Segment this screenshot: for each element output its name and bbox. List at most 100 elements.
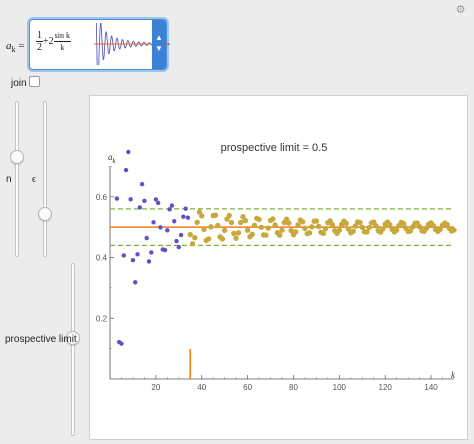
gold-data-point [189, 241, 196, 247]
gold-data-point [199, 213, 205, 219]
blue-data-point [121, 253, 126, 258]
gold-data-point [215, 222, 221, 229]
y-tick-label: 0.6 [96, 193, 108, 202]
gold-data-point [192, 234, 198, 241]
blue-data-point [158, 225, 163, 230]
gold-data-point [407, 228, 414, 234]
gold-data-point [293, 229, 299, 235]
gold-data-point [231, 230, 237, 237]
gold-data-point [272, 222, 278, 228]
limit-slider-track[interactable] [71, 263, 75, 436]
blue-data-point [114, 196, 120, 201]
gear-icon[interactable]: ⚙ [455, 4, 466, 16]
gold-data-point [423, 225, 430, 231]
gold-data-point [221, 227, 228, 234]
epsilon-slider-knob[interactable] [38, 207, 52, 221]
blue-data-point [137, 205, 143, 210]
gold-data-point [249, 231, 255, 238]
gold-data-point [201, 226, 207, 233]
gold-data-point [451, 227, 457, 233]
x-tick-label: 120 [379, 383, 393, 392]
gold-data-point [380, 226, 386, 232]
gold-data-point [387, 221, 393, 228]
gold-data-point [309, 224, 315, 230]
blue-data-point [119, 341, 124, 346]
gold-data-point [279, 227, 285, 233]
gold-data-point [286, 220, 292, 226]
gold-data-point [212, 212, 219, 218]
gold-data-point [357, 219, 363, 226]
gold-data-point [235, 230, 242, 236]
gold-data-point [228, 219, 235, 226]
epsilon-slider-track[interactable] [43, 101, 47, 257]
join-checkbox[interactable] [29, 76, 40, 87]
gold-data-point [315, 223, 322, 230]
gold-data-point [302, 225, 308, 232]
gold-data-point [343, 220, 349, 227]
prospective-limit-label: prospective limit [5, 334, 77, 345]
gold-data-point [288, 227, 294, 234]
gold-data-point [336, 227, 343, 233]
blue-data-point [178, 232, 184, 238]
gold-data-point [258, 224, 265, 231]
gold-data-point [416, 224, 423, 230]
gold-data-point [329, 222, 336, 228]
gold-data-point [251, 222, 258, 229]
sequence-label: ak = [6, 40, 25, 55]
blue-data-point [146, 259, 152, 264]
y-tick-label: 0.4 [96, 254, 108, 263]
gold-data-point [242, 217, 249, 224]
gold-data-point [270, 216, 276, 222]
gold-data-point [233, 235, 239, 241]
blue-data-point [123, 167, 129, 173]
blue-data-point [167, 207, 172, 212]
limit-slider-knob[interactable] [66, 331, 80, 345]
sequence-plot: prospective limit = 0.5 ak k 20 40 60 80 100… [96, 142, 457, 392]
x-tick-label: 40 [197, 383, 206, 392]
n-label: n [6, 174, 12, 185]
blue-data-point [128, 197, 133, 202]
gold-data-point [313, 218, 320, 224]
x-tick-label: 100 [333, 383, 347, 392]
blue-data-point [142, 198, 147, 203]
blue-data-point [126, 149, 131, 155]
gold-data-point [444, 221, 450, 228]
chart-title: prospective limit = 0.5 [221, 142, 328, 154]
plot-panel: prospective limit = 0.5 ak k 20 40 60 80 100… [89, 95, 468, 440]
x-tick-label: 80 [289, 383, 298, 392]
n-slider-knob[interactable] [10, 150, 24, 164]
blue-data-point [169, 203, 175, 208]
blue-data-point [130, 257, 136, 263]
gold-data-point [256, 216, 262, 223]
gold-data-point [430, 222, 437, 229]
blue-data-point [172, 219, 177, 224]
blue-data-point [133, 280, 138, 285]
blue-data-point [181, 214, 186, 219]
blue-data-point [185, 215, 191, 220]
blue-data-point [155, 200, 161, 206]
select-arrow-icon: ▲ ▼ [152, 20, 166, 69]
gold-data-point [366, 224, 372, 231]
gold-data-point [219, 236, 226, 242]
gold-data-point [359, 224, 365, 231]
gold-data-point [400, 221, 407, 227]
n-slider-track[interactable] [15, 101, 19, 257]
gold-data-point [437, 226, 443, 232]
gold-data-point [194, 219, 200, 226]
gold-data-point [277, 232, 283, 238]
x-axis-label: k [451, 370, 456, 380]
gold-data-point [320, 230, 326, 237]
blue-data-point [135, 252, 140, 257]
gold-data-point [265, 225, 271, 231]
gold-data-point [208, 224, 214, 230]
epsilon-label: ϵ [32, 174, 37, 185]
blue-data-point [174, 238, 179, 244]
blue-data-point [165, 228, 170, 233]
x-tick-label: 60 [243, 383, 252, 392]
gold-data-point [295, 222, 301, 228]
gold-data-point [299, 219, 306, 225]
x-tick-label: 140 [424, 383, 438, 392]
x-tick-label: 20 [151, 383, 160, 392]
